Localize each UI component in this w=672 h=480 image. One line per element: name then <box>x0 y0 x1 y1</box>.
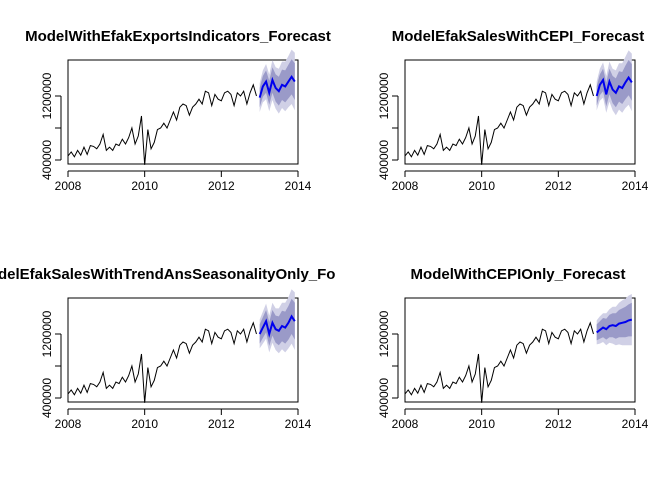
chart-panel-4: ModelWithCEPIOnly_Forecast 2008 2010 2012 20… <box>377 266 649 431</box>
forecast-series-line <box>258 314 296 338</box>
x-tick-label: 2008 <box>55 179 82 193</box>
chart-title: ModelWithCEPIOnly_Forecast <box>411 266 626 283</box>
chart-title: ModelWithEfakExportsIndicators_Forecast <box>25 28 331 45</box>
forecast-series-line <box>258 74 296 98</box>
x-tick-label: 2014 <box>622 417 649 431</box>
chart-title: ModelEfakSalesWithCEPI_Forecast <box>392 28 644 45</box>
y-tick-label: 400000 <box>377 140 391 180</box>
x-tick-label: 2010 <box>131 179 158 193</box>
chart-panel-2: ModelEfakSalesWithCEPI_Forecast 2008 2010 2… <box>377 28 649 193</box>
x-tick-label: 2012 <box>545 179 572 193</box>
chart-panel-3: ModelEfakSalesWithTrendAnsSeasonalityOnl… <box>0 266 380 431</box>
plot-frame <box>404 297 636 403</box>
plot-frame <box>67 59 299 165</box>
history-series-line <box>67 321 257 403</box>
x-tick-label: 2014 <box>285 179 312 193</box>
x-tick-label: 2014 <box>622 179 649 193</box>
history-series-line <box>67 83 257 165</box>
x-tick-label: 2012 <box>208 179 235 193</box>
x-tick-label: 2014 <box>285 417 312 431</box>
x-tick-label: 2010 <box>468 417 495 431</box>
plot-frame <box>67 297 299 403</box>
x-tick-label: 2012 <box>545 417 572 431</box>
y-tick-label: 400000 <box>40 140 54 180</box>
prediction-band-80 <box>596 302 632 341</box>
y-tick-label: 1200000 <box>40 310 54 357</box>
y-tick-label: 1200000 <box>377 310 391 357</box>
chart-panel-1: ModelWithEfakExportsIndicators_Forecast 2… <box>25 28 331 193</box>
forecast-series-line <box>596 318 633 334</box>
x-tick-label: 2008 <box>392 179 419 193</box>
x-tick-label: 2010 <box>131 417 158 431</box>
history-series-line <box>404 321 594 403</box>
y-tick-label: 400000 <box>40 378 54 418</box>
forecast-series-line <box>595 75 633 97</box>
x-tick-label: 2008 <box>55 417 82 431</box>
history-series-line <box>404 83 594 165</box>
y-tick-label: 1200000 <box>377 72 391 119</box>
x-tick-label: 2012 <box>208 417 235 431</box>
chart-title: ModelEfakSalesWithTrendAnsSeasonalityOnl… <box>0 266 380 283</box>
x-tick-label: 2008 <box>392 417 419 431</box>
prediction-band-80 <box>596 60 632 108</box>
prediction-band-80 <box>259 59 295 108</box>
x-tick-label: 2010 <box>468 179 495 193</box>
plot-frame <box>404 59 636 165</box>
y-tick-label: 1200000 <box>40 72 54 119</box>
y-tick-label: 400000 <box>377 378 391 418</box>
